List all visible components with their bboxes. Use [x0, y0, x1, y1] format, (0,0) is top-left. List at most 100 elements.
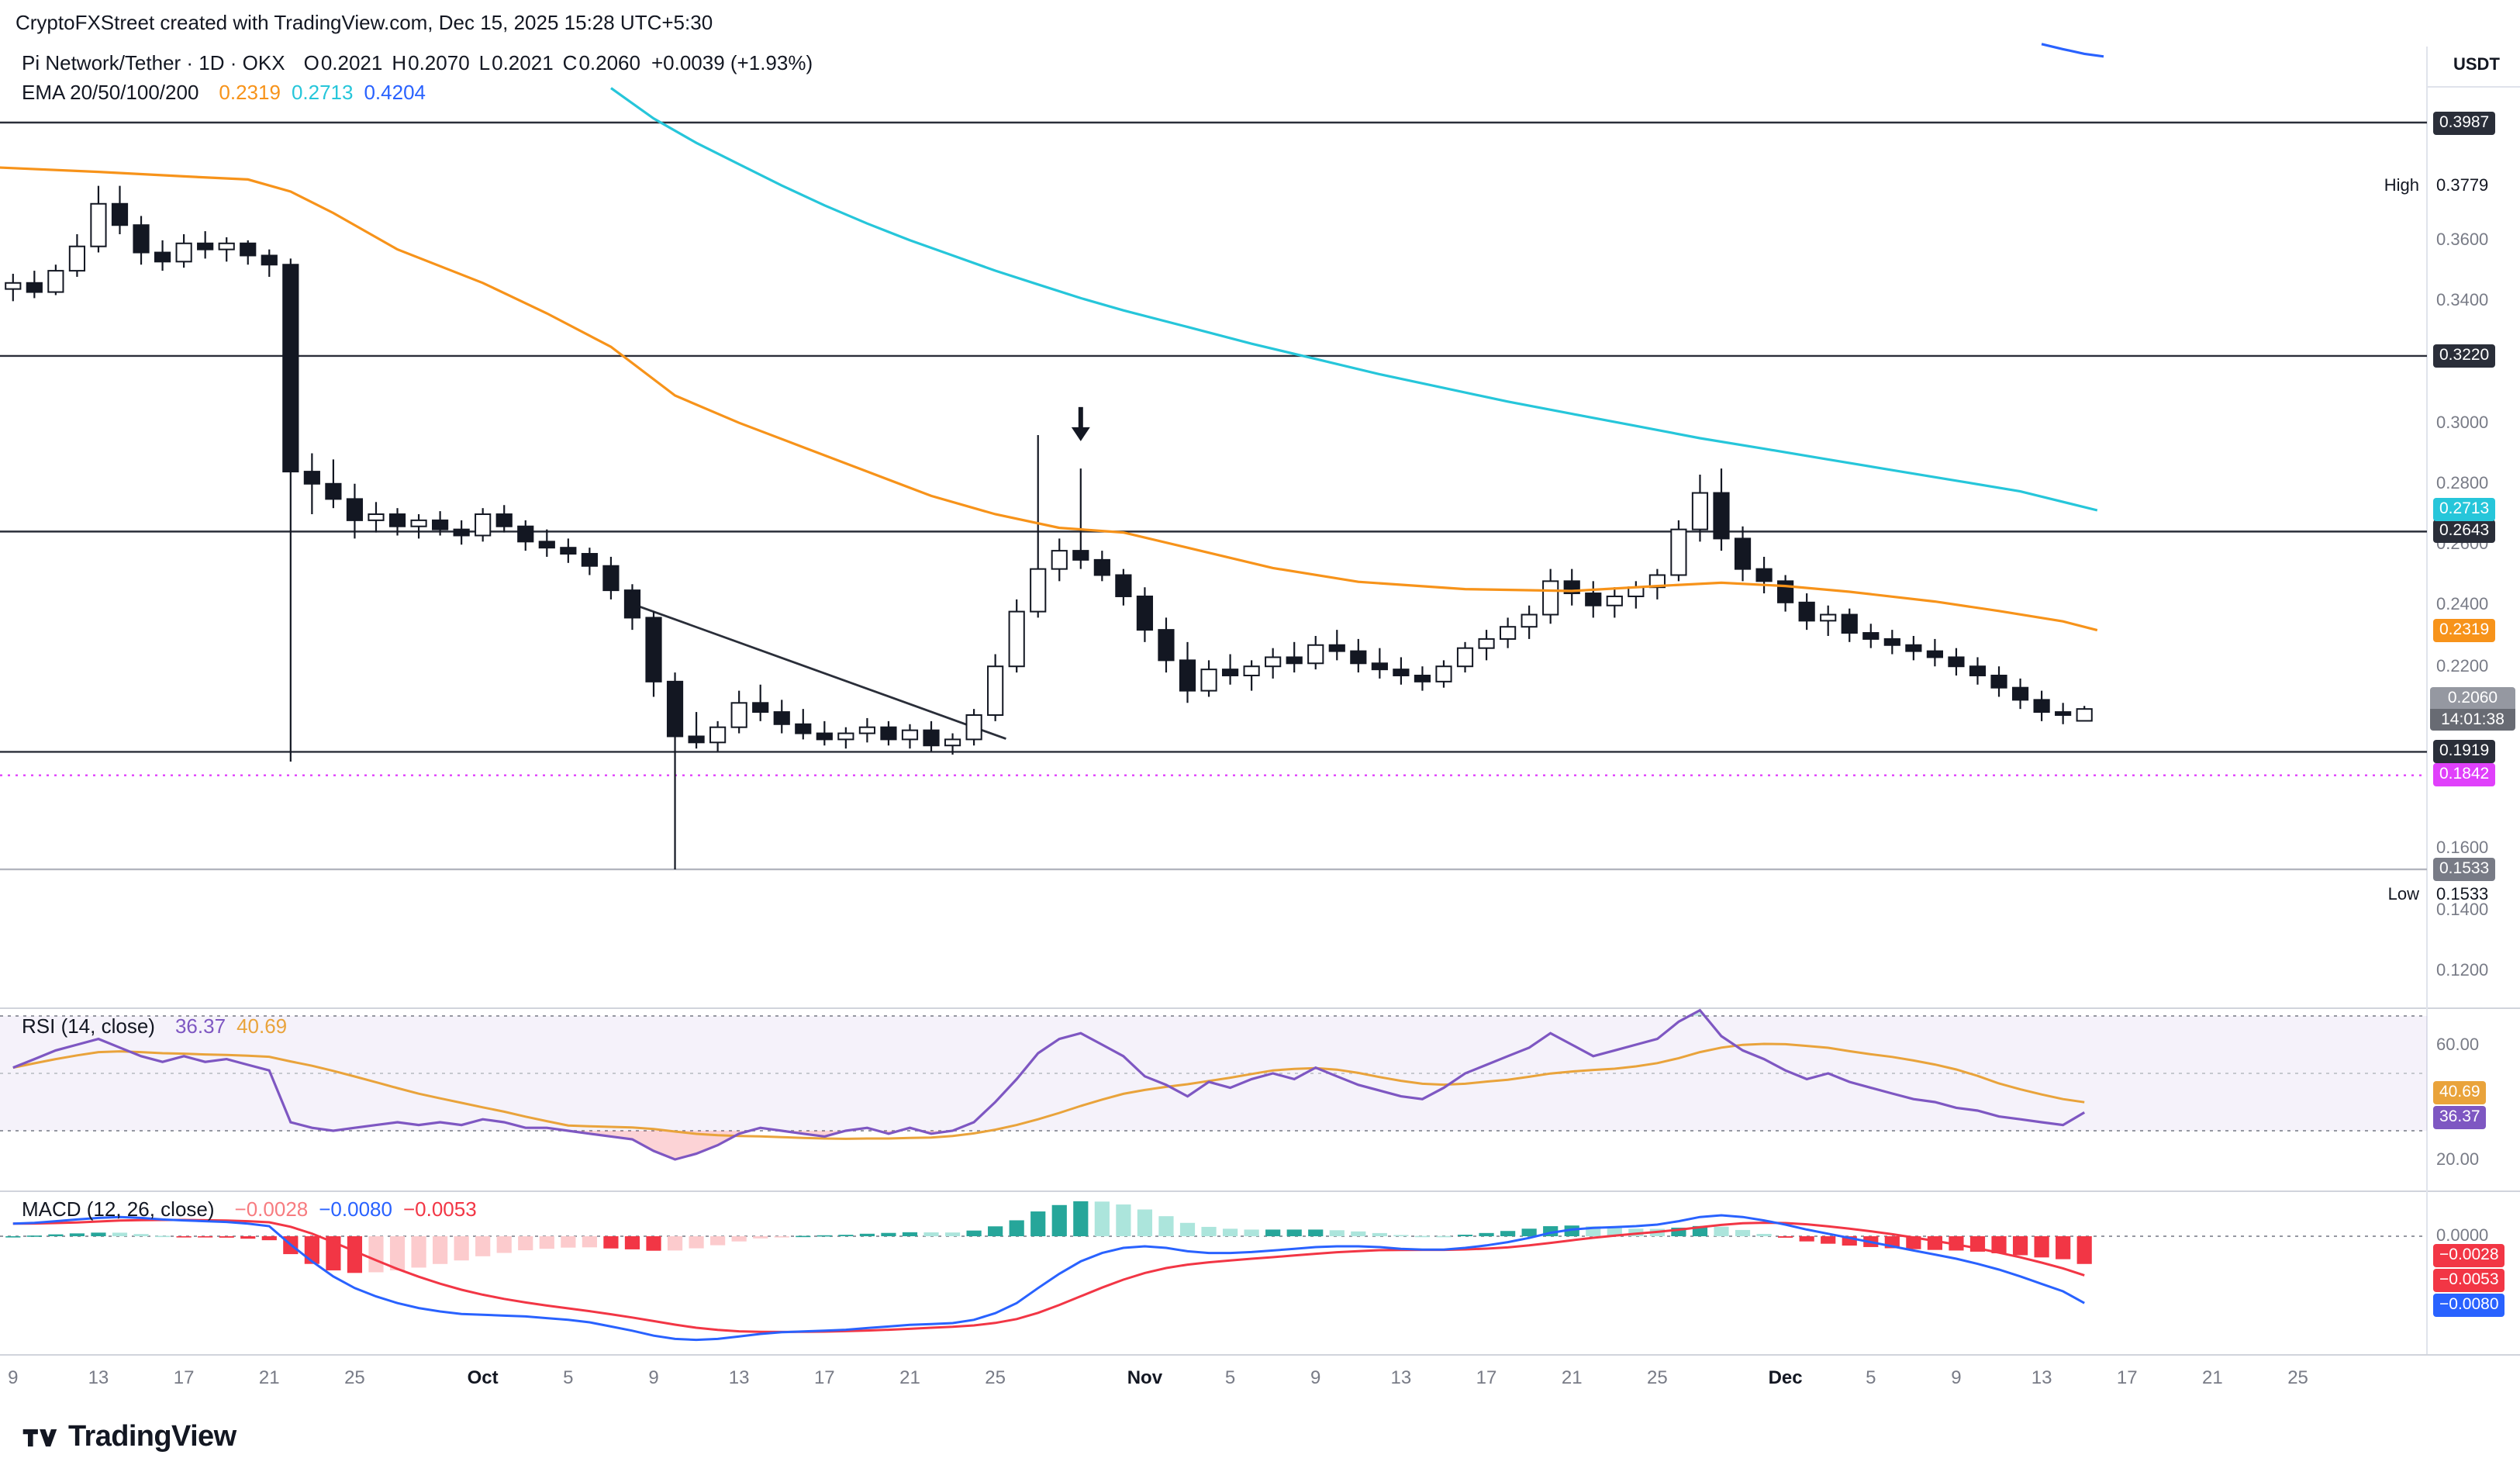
macd-histogram-bar — [561, 1236, 576, 1248]
macd-histogram-bar — [1244, 1229, 1259, 1236]
candle-body — [1265, 656, 1282, 668]
trendline[interactable] — [631, 603, 1006, 740]
macd-signal-value: −0.0053 — [402, 1197, 477, 1221]
candle-body — [1500, 626, 1517, 640]
price-level-badge[interactable]: 0.1842 — [2433, 763, 2496, 787]
macd-histogram-bar — [411, 1236, 426, 1268]
symbol-title: Pi Network/Tether · 1D · OKX — [22, 51, 285, 74]
macd-histogram-bar — [944, 1232, 961, 1236]
candle-body — [90, 202, 107, 247]
candle-body — [154, 251, 171, 263]
macd-histogram-bar — [1094, 1201, 1110, 1236]
macd-histogram-bar — [1799, 1236, 1814, 1242]
price-level-badge[interactable]: 0.3987 — [2433, 111, 2496, 134]
candle-body — [1755, 568, 1773, 582]
macd-histogram-bar — [475, 1236, 491, 1256]
macd-histogram-bar — [816, 1235, 832, 1237]
macd-histogram-bar — [1671, 1227, 1686, 1236]
macd-histogram-bar — [1436, 1235, 1452, 1238]
ema-legend-title: EMA 20/50/100/200 — [22, 81, 199, 104]
price-level-badge[interactable]: 0.1533 — [2433, 857, 2496, 881]
price-tick: 0.2400 — [2436, 596, 2489, 615]
ema20-line[interactable] — [0, 166, 2098, 632]
rsi-ma-badge[interactable]: 40.69 — [2433, 1081, 2487, 1104]
macd-line[interactable] — [12, 1214, 2085, 1342]
ema50-line[interactable] — [610, 87, 2098, 512]
macd-histogram-bar — [2012, 1236, 2028, 1256]
macd-histogram-bar — [368, 1236, 384, 1273]
down-arrow-head — [1071, 427, 1090, 441]
ema100-line[interactable] — [2041, 43, 2104, 58]
ema50-badge[interactable]: 0.2713 — [2433, 498, 2496, 522]
macd-histogram-bar — [1201, 1226, 1217, 1236]
candle-body — [602, 565, 620, 592]
macd-signal-line[interactable] — [12, 1218, 2085, 1333]
tradingview-logo-icon[interactable] — [20, 1419, 57, 1456]
attribution-text: CryptoFXStreet created with TradingView.… — [16, 11, 713, 34]
candle-body — [432, 519, 449, 530]
candle-body — [901, 729, 919, 741]
candle-body — [1030, 568, 1047, 613]
candle-body — [1777, 580, 1794, 603]
candle-body — [2033, 699, 2050, 714]
price-tick: 0.1400 — [2436, 900, 2489, 920]
time-tick: 17 — [813, 1367, 835, 1388]
rsi-line[interactable] — [12, 1008, 2086, 1161]
candle-body — [303, 471, 320, 485]
time-tick: 5 — [1224, 1367, 1236, 1388]
candle-body — [1713, 492, 1730, 540]
price-level-badge[interactable]: 0.3220 — [2433, 344, 2496, 368]
price-level-badge[interactable]: 0.2643 — [2433, 520, 2496, 544]
macd-histogram-bar — [1821, 1236, 1836, 1244]
candle-body — [1008, 610, 1025, 668]
macd-legend[interactable]: MACD (12, 26, close) −0.0028 −0.0080 −0.005… — [22, 1197, 477, 1221]
time-tick: 13 — [88, 1367, 109, 1388]
candle-body — [1158, 629, 1175, 662]
rsi-legend[interactable]: RSI (14, close) 36.37 40.69 — [22, 1014, 287, 1038]
price-level-badge[interactable]: 0.1919 — [2433, 740, 2496, 764]
candle-body — [1862, 632, 1880, 640]
macd-histogram-bar — [1179, 1222, 1196, 1236]
price-change: +0.0039 (+1.93%) — [651, 51, 813, 74]
close-label: C — [562, 51, 578, 74]
candle-body — [752, 702, 769, 714]
price-tick: 0.3400 — [2436, 292, 2489, 311]
macd-signal-badge[interactable]: −0.0053 — [2433, 1269, 2505, 1292]
candle-body — [453, 528, 470, 537]
macd-histogram-bar — [1735, 1229, 1751, 1236]
macd-histogram-bar — [1628, 1228, 1644, 1236]
candle-body — [1093, 558, 1110, 576]
candle-body — [1051, 550, 1068, 570]
macd-histogram-bar — [389, 1236, 406, 1271]
macd-histogram-bar — [1778, 1236, 1793, 1238]
macd-histogram-bar — [1607, 1227, 1622, 1236]
ema-legend[interactable]: EMA 20/50/100/200 0.2319 0.2713 0.4204 — [22, 81, 426, 104]
candle-body — [68, 245, 86, 272]
macd-histogram-bar — [1073, 1201, 1089, 1236]
rsi-legend-title: RSI (14, close) — [22, 1014, 155, 1038]
rsi-ma-line[interactable] — [12, 1042, 2085, 1140]
candle-body — [368, 513, 385, 521]
high-value: 0.2070 — [408, 51, 470, 74]
chart-canvas[interactable] — [0, 0, 2520, 1404]
low-word: Low — [2387, 886, 2419, 904]
rsi-oversold-fill — [568, 1131, 750, 1159]
time-axis[interactable] — [0, 1354, 2520, 1404]
last-price-badge[interactable]: 0.2060 14:01:38 — [2430, 687, 2515, 731]
candle-body — [816, 732, 833, 741]
macd-histogram-bar — [219, 1236, 234, 1238]
macd-hist-badge[interactable]: −0.0028 — [2433, 1244, 2505, 1267]
candle-body — [475, 513, 492, 537]
time-tick: 21 — [899, 1367, 920, 1388]
macd-histogram-bar — [710, 1236, 726, 1246]
low-value-axis: 0.1533 — [2436, 886, 2489, 904]
macd-histogram-bar — [304, 1236, 319, 1264]
time-tick: Oct — [467, 1367, 499, 1388]
macd-histogram-bar — [1414, 1235, 1431, 1238]
symbol-legend[interactable]: Pi Network/Tether · 1D · OKX O 0.2021 H 0.20… — [22, 51, 813, 74]
ema20-value: 0.2319 — [219, 81, 281, 104]
ema20-badge[interactable]: 0.2319 — [2433, 618, 2496, 642]
macd-macd-badge[interactable]: −0.0080 — [2433, 1294, 2505, 1317]
rsi-badge[interactable]: 36.37 — [2433, 1106, 2487, 1129]
time-tick: 9 — [1310, 1367, 1321, 1388]
